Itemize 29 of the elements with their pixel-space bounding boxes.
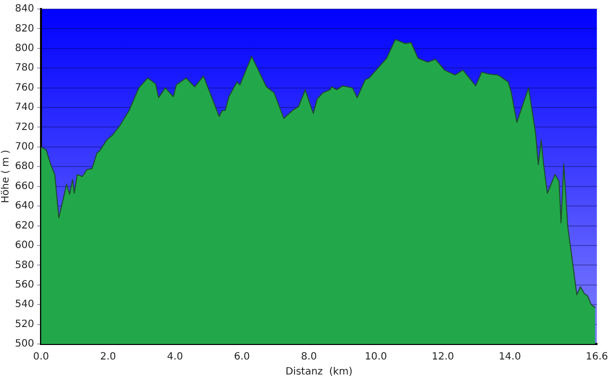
y-tick-label: 500 [14,338,34,350]
x-axis-title: Distanz (km) [285,366,353,378]
y-tick-label: 760 [14,82,34,94]
x-tick-label: 4.0 [167,352,183,363]
x-tick-label: 10.0 [364,352,388,363]
x-tick-label: 16.6 [586,352,608,363]
x-tick-label: 0.0 [33,352,50,363]
x-tick-label: 12.0 [432,352,454,363]
y-tick-label: 600 [14,240,34,252]
x-tick-label: 14.0 [498,352,521,363]
y-tick-label: 800 [14,43,34,54]
y-tick-label: 580 [14,260,34,271]
x-tick-label: 6.0 [234,352,250,363]
y-tick-label: 560 [14,279,34,290]
y-tick-label: 620 [14,220,34,232]
y-tick-label: 720 [14,122,34,133]
y-axis-title: Höhe ( m ) [0,150,12,204]
x-tick-label: 2.0 [100,352,116,363]
y-tick-label: 700 [14,142,34,153]
y-tick-label: 520 [14,318,34,330]
y-tick-label: 640 [14,200,34,212]
y-tick-label: 540 [14,299,34,310]
x-tick-label: 8.0 [300,352,317,363]
y-tick-label: 780 [14,62,34,74]
y-tick-label: 680 [14,161,34,172]
y-tick-label: 820 [14,23,34,34]
y-tick-label: 660 [14,180,34,192]
y-tick-label: 740 [14,102,34,114]
y-tick-label: 840 [14,4,34,15]
